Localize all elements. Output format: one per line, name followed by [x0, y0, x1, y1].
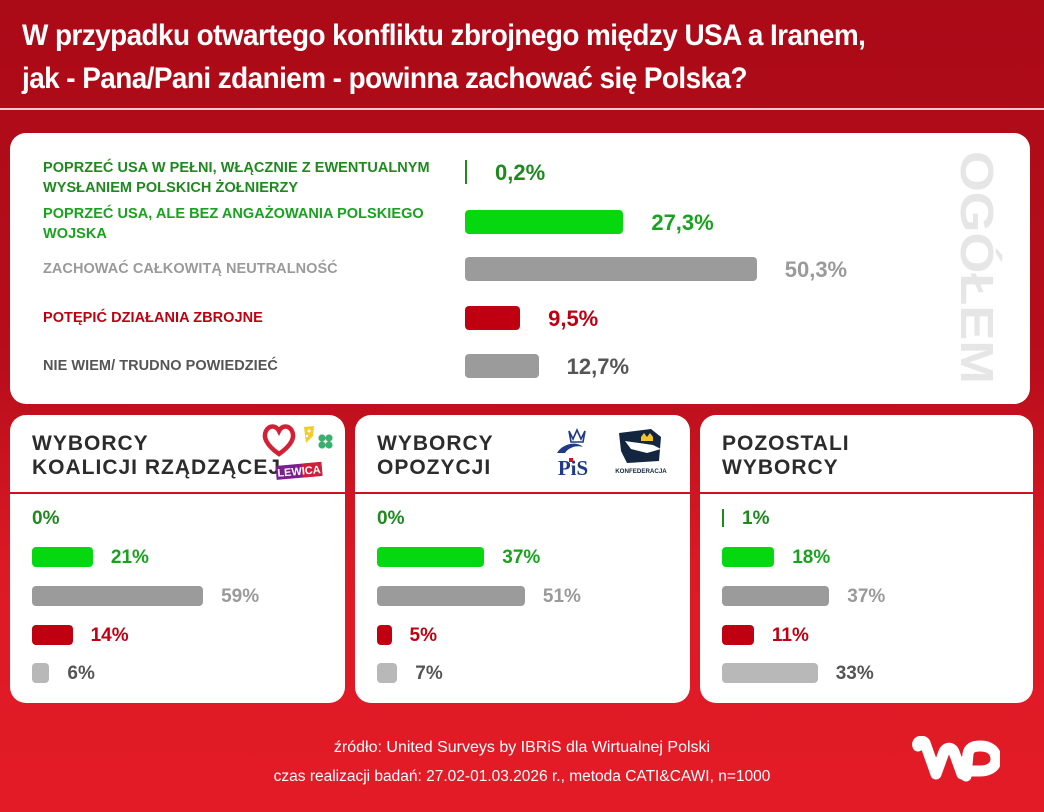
- other-voters-panel: POZOSTALI WYBORCY 1% 18% 37% 11% 33%: [700, 415, 1033, 703]
- opposition-voters-panel: WYBORCY OPOZYCJI PiS KONFEDERACJA 0% 37% 5…: [355, 415, 690, 703]
- answer-label: POPRZEĆ USA, ALE BEZ ANGAŻOWANIA POLSKIE…: [43, 206, 424, 242]
- panel-title: WYBORCY OPOZYCJI: [377, 432, 494, 479]
- value-label: 11%: [771, 625, 809, 646]
- konfederacja-logo: KONFEDERACJA: [613, 427, 669, 484]
- bar: [722, 509, 724, 527]
- panel-divider: [10, 492, 345, 494]
- page-title: W przypadku otwartego konfliktu zbrojneg…: [22, 14, 961, 100]
- svg-text:KONFEDERACJA: KONFEDERACJA: [615, 468, 667, 475]
- bar: [465, 306, 521, 330]
- overall-label-text: OGÓŁEM: [951, 151, 1003, 384]
- value-label: 0,2%: [495, 160, 546, 185]
- bar: [32, 586, 204, 606]
- pis-logo: PiS: [551, 427, 603, 484]
- answer-label: POPRZEĆ USA W PEŁNI, WŁĄCZNIE Z EWENTUAL…: [43, 160, 430, 196]
- svg-text:LEWICA: LEWICA: [277, 464, 321, 480]
- panel-header: WYBORCY KOALICJI RZĄDZĄCEJ LEWICA: [10, 415, 345, 492]
- value-label: 37%: [502, 547, 541, 568]
- bar: [377, 547, 485, 567]
- lewica-logo: LEWICA: [275, 461, 323, 480]
- bar: [722, 625, 754, 645]
- polska2050-icon: [304, 426, 314, 443]
- value-label: 37%: [847, 586, 886, 607]
- value-label: 21%: [110, 547, 149, 568]
- bar: [377, 625, 392, 645]
- bar: [722, 663, 818, 683]
- value-label: 50,3%: [784, 257, 848, 282]
- bar: [465, 160, 467, 184]
- value-label: 33%: [835, 663, 874, 684]
- title-divider: [0, 108, 1044, 110]
- value-label: 12,7%: [566, 354, 630, 379]
- value-label: 59%: [221, 586, 260, 607]
- panel-divider: [700, 492, 1033, 494]
- value-label: 6%: [67, 663, 95, 684]
- value-label: 9,5%: [548, 306, 599, 331]
- bar: [465, 257, 757, 281]
- panel-header: WYBORCY OPOZYCJI PiS KONFEDERACJA: [355, 415, 690, 492]
- bar: [465, 210, 624, 234]
- wp-logo: [912, 735, 1002, 795]
- coalition-voters-panel: WYBORCY KOALICJI RZĄDZĄCEJ LEWICA 0% 21% 5…: [10, 415, 345, 703]
- bar: [722, 547, 775, 567]
- bar: [32, 663, 50, 683]
- answer-label: ZACHOWAĆ CAŁKOWITĄ NEUTRALNOŚĆ: [43, 261, 338, 277]
- value-label: 0%: [32, 508, 60, 529]
- title-line-2: jak - Pana/Pani zdaniem - powinna zachow…: [22, 62, 748, 95]
- bar: [32, 547, 93, 567]
- bar: [377, 663, 398, 683]
- method-note: czas realizacji badań: 27.02-01.03.2026 …: [273, 768, 771, 785]
- panel-header: POZOSTALI WYBORCY: [700, 415, 1033, 492]
- panel-title: POZOSTALI WYBORCY: [722, 432, 850, 479]
- value-label: 7%: [415, 663, 443, 684]
- value-label: 27,3%: [651, 210, 714, 235]
- source-note: źródło: United Surveys by IBRiS dla Wirt…: [333, 739, 711, 756]
- ko-heart-icon: [262, 424, 296, 457]
- overall-vertical-label: OGÓŁEM: [945, 151, 1005, 386]
- answer-label: POTĘPIĆ DZIAŁANIA ZBROJNE: [43, 310, 263, 326]
- panel-divider: [355, 492, 690, 494]
- value-label: 14%: [90, 625, 129, 646]
- overall-results-panel: OGÓŁEM POPRZEĆ USA W PEŁNI, WŁĄCZNIE Z E…: [10, 133, 1030, 404]
- coalition-logos: LEWICA: [262, 423, 337, 486]
- title-line-1: W przypadku otwartego konfliktu zbrojneg…: [22, 19, 866, 52]
- value-label: 5%: [409, 625, 437, 646]
- value-label: 18%: [792, 547, 831, 568]
- bar: [465, 354, 539, 378]
- bar: [32, 625, 73, 645]
- psl-clover-icon: [318, 434, 333, 449]
- bar: [377, 586, 525, 606]
- panel-title: WYBORCY KOALICJI RZĄDZĄCEJ: [32, 432, 282, 479]
- bar: [722, 586, 830, 606]
- value-label: 0%: [377, 508, 405, 529]
- value-label: 1%: [742, 508, 770, 529]
- value-label: 51%: [542, 586, 581, 607]
- answer-label: NIE WIEM/ TRUDNO POWIEDZIEĆ: [43, 358, 278, 374]
